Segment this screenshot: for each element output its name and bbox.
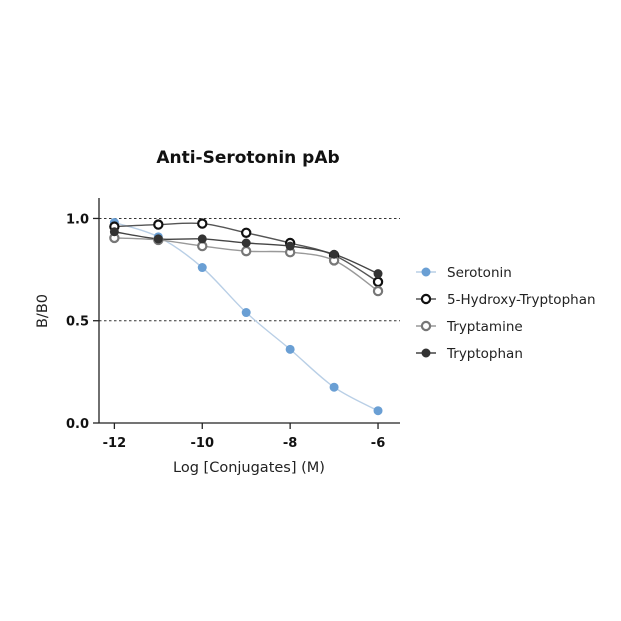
point-tryptophan [153, 234, 163, 244]
legend-label: Serotonin [447, 265, 512, 281]
y-tick-label: 0.0 [66, 417, 89, 432]
legend-marker [420, 293, 432, 305]
reference-lines [99, 217, 400, 322]
point-tryptamine [372, 285, 384, 297]
legend-item-tryptophan: Tryptophan [416, 346, 523, 362]
point-tryptophan [109, 227, 119, 237]
data-points [109, 218, 384, 416]
axes [98, 198, 400, 424]
legend-marker [421, 267, 431, 277]
point-5-hydroxy-tryptophan [372, 276, 384, 288]
point-5-hydroxy-tryptophan [241, 227, 252, 238]
legend-item-5-hydroxy-tryptophan: 5-Hydroxy-Tryptophan [416, 292, 596, 308]
x-axis-ticks: -12 -10 -8 -6 [103, 423, 385, 451]
point-serotonin [197, 263, 207, 273]
x-tick-label: -10 [191, 436, 215, 451]
legend-item-tryptamine: Tryptamine [416, 319, 523, 335]
legend-marker [421, 348, 431, 358]
point-tryptophan [285, 241, 295, 251]
point-5-hydroxy-tryptophan [197, 218, 208, 229]
legend-label: Tryptamine [446, 319, 523, 335]
point-tryptophan [241, 238, 251, 248]
legend-marker [420, 320, 432, 332]
point-serotonin [241, 308, 251, 318]
point-tryptamine [241, 245, 252, 257]
point-serotonin [285, 344, 295, 354]
legend-item-serotonin: Serotonin [416, 265, 512, 281]
x-tick-label: -12 [103, 436, 127, 451]
y-tick-label: 0.5 [66, 315, 89, 330]
point-tryptophan [197, 234, 207, 244]
point-5-hydroxy-tryptophan [153, 219, 164, 230]
legend: Serotonin 5-Hydroxy-Tryptophan Tryptamine T… [416, 265, 596, 362]
point-serotonin [373, 406, 383, 416]
x-axis-label: Log [Conjugates] (M) [173, 460, 325, 476]
y-tick-label: 1.0 [66, 212, 89, 227]
y-axis-ticks: 0.0 0.5 1.0 [66, 212, 99, 432]
x-tick-label: -8 [283, 436, 297, 451]
point-serotonin [329, 382, 339, 392]
x-tick-label: -6 [371, 436, 385, 451]
point-tryptophan [329, 249, 339, 259]
point-tryptophan [373, 269, 383, 279]
legend-label: 5-Hydroxy-Tryptophan [447, 292, 596, 308]
legend-label: Tryptophan [446, 346, 523, 362]
chart-title: Anti-Serotonin pAb [156, 148, 339, 168]
y-axis-label: B/B0 [35, 294, 51, 328]
